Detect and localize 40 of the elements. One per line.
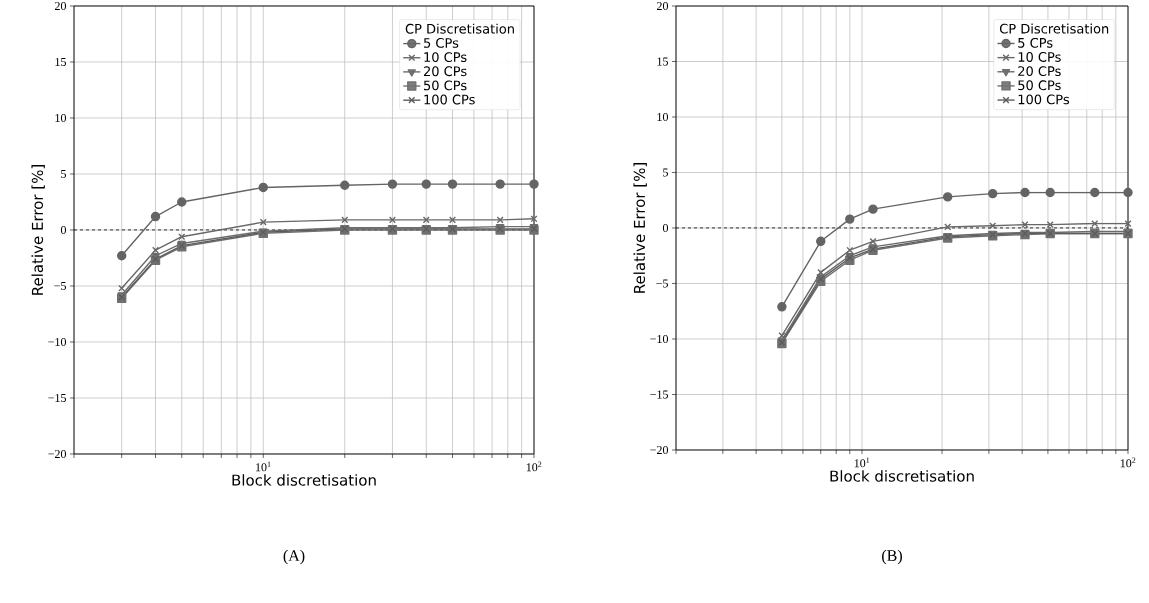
y-tick-label: −5 xyxy=(656,279,669,288)
legend-label: 20 CPs xyxy=(1018,66,1061,77)
x-axis-title: Block discretisation xyxy=(232,474,376,486)
legend-label: 50 CPs xyxy=(424,80,467,91)
y-tick-label: −15 xyxy=(48,393,67,403)
y-tick-label: −10 xyxy=(48,337,67,347)
x-tick-label: 10$^{2}$ xyxy=(1120,457,1136,468)
y-tick-label: 5 xyxy=(663,168,669,177)
y-tick-label: 15 xyxy=(55,57,67,67)
legend-label: 20 CPs xyxy=(423,66,467,77)
x-tick-label: 10$^{1}$ xyxy=(256,461,271,472)
text: (B) xyxy=(882,549,902,565)
y-tick-label: 20 xyxy=(55,1,67,11)
x-tick-label: 10$^{2}$ xyxy=(526,461,542,472)
y-tick-label: 10 xyxy=(55,113,67,123)
x-tick-label: 10$^{1}$ xyxy=(854,457,870,468)
text: (A) xyxy=(283,549,305,565)
legend-label: 100 CPs xyxy=(1018,94,1070,105)
x-axis-title: Block discretisation xyxy=(830,470,974,482)
y-tick-label: 0 xyxy=(60,225,67,235)
legend-label: 50 CPs xyxy=(1018,80,1061,91)
legend-label: 5 CPs xyxy=(424,38,459,48)
y-tick-label: 10 xyxy=(657,112,669,122)
y-tick-label: −5 xyxy=(54,282,67,290)
legend-title: CP Discretisation xyxy=(999,23,1109,34)
y-tick-label: 0 xyxy=(662,223,669,233)
legend-label: 100 CPs xyxy=(424,94,475,105)
y-tick-label: −20 xyxy=(48,449,67,459)
y-axis-title: Relative Error [%] xyxy=(31,165,45,295)
y-tick-label: 5 xyxy=(61,170,67,178)
legend-label: 10 CPs xyxy=(424,52,467,62)
legend-label: 10 CPs xyxy=(1018,52,1061,62)
y-tick-label: 20 xyxy=(657,1,669,11)
y-tick-label: −10 xyxy=(650,334,669,344)
y-tick-label: 15 xyxy=(657,57,669,66)
y-tick-label: −15 xyxy=(650,390,669,399)
legend-label: 5 CPs xyxy=(1018,37,1053,48)
y-axis-title: Relative Error [%] xyxy=(633,163,647,293)
legend-title: CP Discretisation xyxy=(405,23,514,34)
y-tick-label: −20 xyxy=(650,445,669,455)
